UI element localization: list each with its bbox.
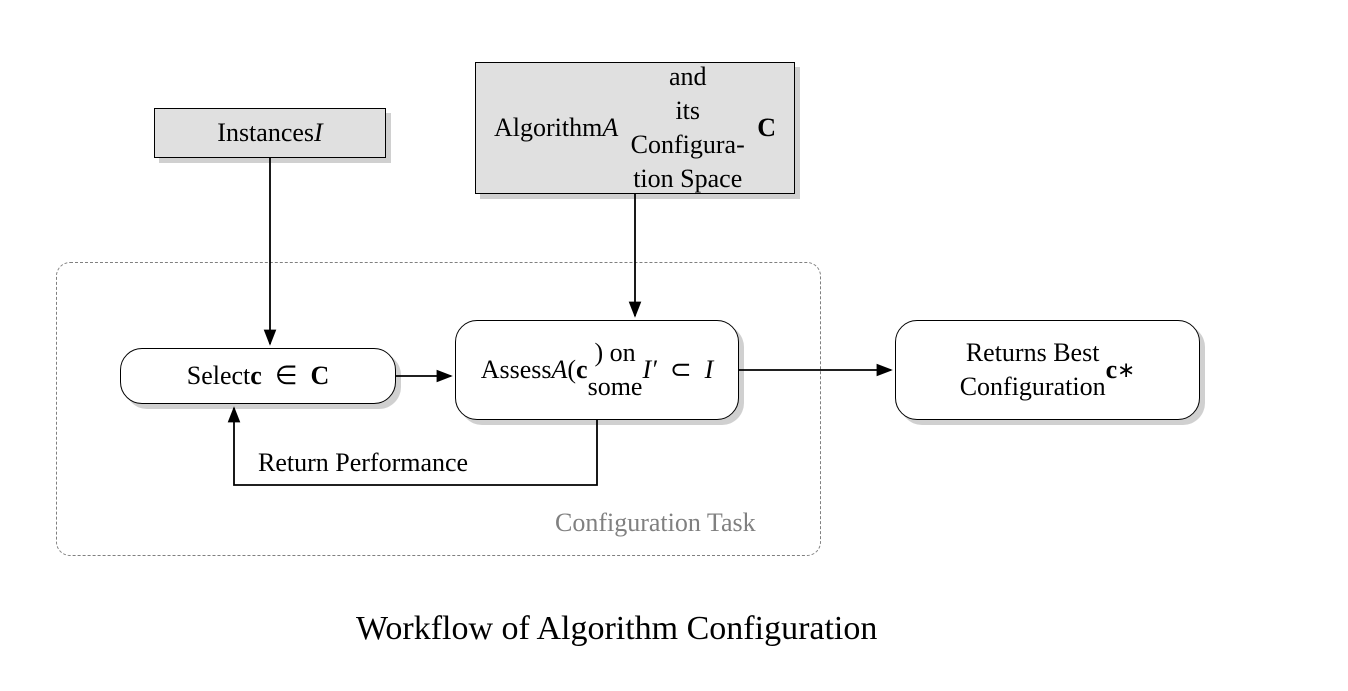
assess-node: Assess A(c) onsome I′ ⊂ I [455,320,739,420]
algorithm-node: Algorithm A andits Configura-tion Space … [475,62,795,194]
diagram-caption: Workflow of Algorithm Configuration [356,610,877,648]
return-performance-label: Return Performance [258,448,468,478]
config-task-label: Configuration Task [555,508,756,538]
workflow-diagram: Configuration Task Instances I Algorithm… [0,0,1348,691]
instances-node: Instances I [154,108,386,158]
select-node: Select c ∈ C [120,348,396,404]
returns-node: Returns BestConfiguration c∗ [895,320,1200,420]
